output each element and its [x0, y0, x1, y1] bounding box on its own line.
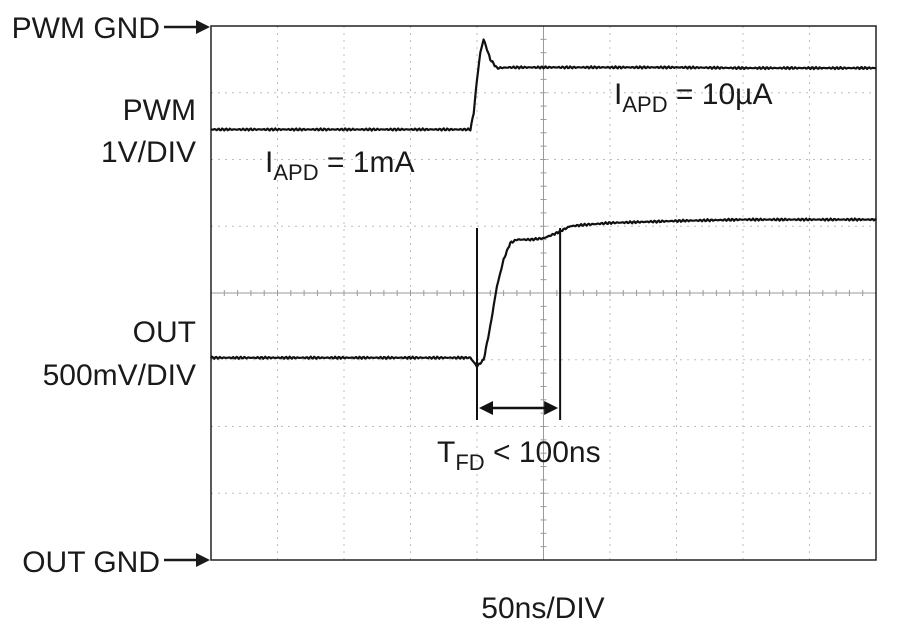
iapd-10ua-label: IAPD = 10µA: [614, 78, 772, 117]
tfd-label: TFD < 100ns: [437, 436, 601, 475]
iapd-1ma-label: IAPD = 1mA: [265, 146, 414, 185]
x-axis-label: 50ns/DIV: [481, 592, 604, 625]
tfd-arrow-left-head: [479, 401, 493, 415]
pwm-gnd-arrow: [164, 20, 210, 34]
pwm-channel-label: PWM: [123, 94, 196, 127]
tfd-arrow-right-head: [544, 401, 559, 415]
tfd-measurement: [476, 228, 562, 420]
out-scale-label: 500mV/DIV: [43, 359, 196, 392]
traces: [210, 38, 877, 369]
grid: [211, 26, 876, 560]
out-channel-label: OUT: [133, 316, 196, 349]
plot-frame: [210, 25, 877, 561]
out-gnd-label: OUT GND: [22, 546, 160, 579]
out-gnd-arrow: [164, 553, 210, 567]
trace-out: [210, 217, 877, 369]
pwm-scale-label: 1V/DIV: [101, 136, 196, 169]
trace-pwm: [210, 38, 877, 132]
pwm-gnd-label: PWM GND: [12, 12, 160, 45]
